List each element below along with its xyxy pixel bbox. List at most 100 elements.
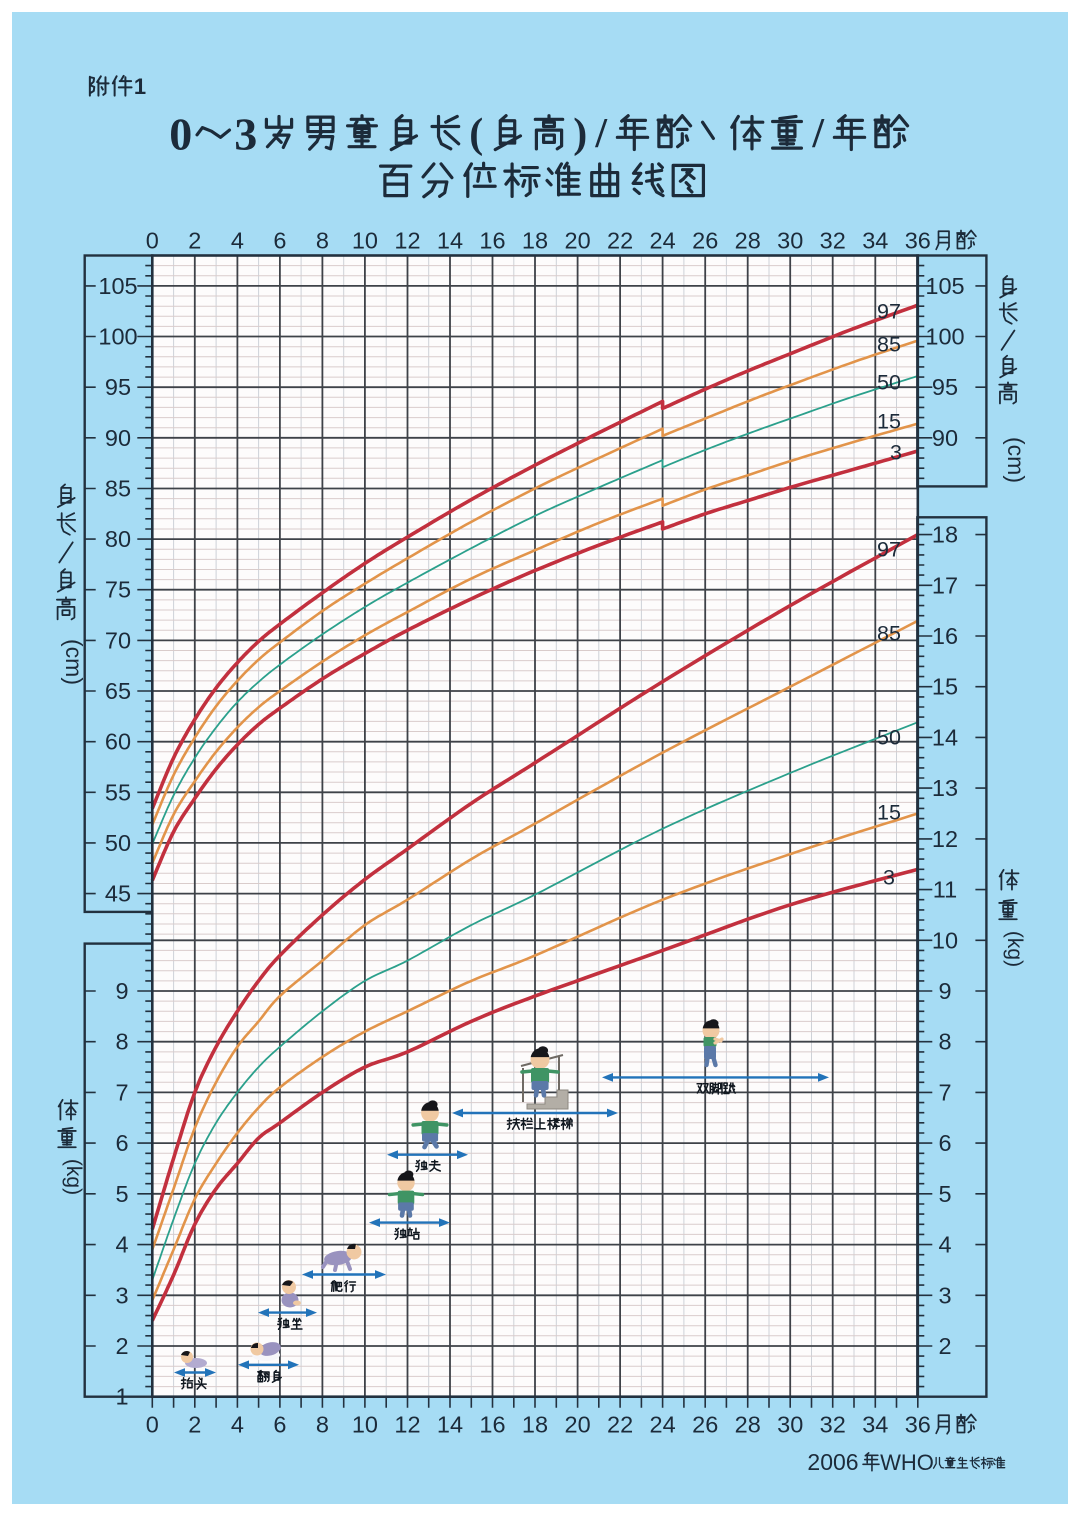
svg-text:(cm): (cm) — [1003, 437, 1029, 483]
svg-text:13: 13 — [932, 775, 958, 801]
svg-text:1: 1 — [115, 1384, 128, 1410]
svg-text:75: 75 — [105, 577, 131, 603]
svg-text:65: 65 — [105, 678, 131, 704]
svg-text:12: 12 — [932, 826, 958, 852]
svg-text:24: 24 — [650, 228, 676, 254]
svg-text:10: 10 — [932, 927, 958, 953]
svg-text:105: 105 — [98, 273, 137, 299]
svg-text:6: 6 — [273, 1412, 286, 1438]
svg-text:7: 7 — [938, 1079, 951, 1105]
svg-text:70: 70 — [105, 627, 131, 653]
svg-text:60: 60 — [105, 729, 131, 755]
svg-text:30: 30 — [777, 1412, 803, 1438]
svg-text:55: 55 — [105, 779, 131, 805]
svg-text:3: 3 — [883, 866, 895, 890]
svg-text:80: 80 — [105, 526, 131, 552]
svg-text:6: 6 — [273, 228, 286, 254]
svg-text:34: 34 — [862, 228, 888, 254]
svg-text:8: 8 — [938, 1029, 951, 1055]
svg-text:9: 9 — [938, 978, 951, 1004]
svg-text:5: 5 — [115, 1181, 128, 1207]
svg-text:0: 0 — [146, 1412, 159, 1438]
svg-text:97: 97 — [877, 538, 901, 562]
svg-text:50: 50 — [877, 726, 901, 750]
svg-text:4: 4 — [231, 1412, 244, 1438]
svg-text:16: 16 — [932, 623, 958, 649]
svg-text:0: 0 — [146, 228, 159, 254]
svg-text:2: 2 — [188, 1412, 201, 1438]
svg-text:4: 4 — [115, 1232, 128, 1258]
svg-text:15: 15 — [877, 801, 901, 825]
svg-text:2006: 2006 — [807, 1449, 858, 1475]
svg-text:14: 14 — [932, 724, 958, 750]
svg-text:(kg): (kg) — [62, 1159, 85, 1195]
svg-text:36: 36 — [905, 1412, 931, 1438]
svg-text:2: 2 — [188, 228, 201, 254]
svg-text:0: 0 — [169, 109, 192, 160]
svg-text:3: 3 — [234, 109, 257, 160]
svg-text:WHO: WHO — [880, 1450, 934, 1475]
svg-text:24: 24 — [650, 1412, 676, 1438]
svg-text:28: 28 — [735, 1412, 761, 1438]
svg-text:15: 15 — [877, 410, 901, 434]
svg-text:(: ( — [469, 111, 483, 157]
svg-text:22: 22 — [607, 1412, 633, 1438]
svg-text:6: 6 — [115, 1130, 128, 1156]
svg-text:5: 5 — [938, 1181, 951, 1207]
svg-text:8: 8 — [316, 228, 329, 254]
svg-text:26: 26 — [692, 228, 718, 254]
svg-text:95: 95 — [932, 374, 958, 400]
svg-text:): ) — [573, 111, 587, 157]
svg-text:30: 30 — [777, 228, 803, 254]
svg-text:12: 12 — [394, 1412, 420, 1438]
svg-text:20: 20 — [565, 1412, 591, 1438]
svg-text:16: 16 — [479, 1412, 505, 1438]
svg-text:18: 18 — [932, 522, 958, 548]
svg-text:10: 10 — [352, 1412, 378, 1438]
svg-text:34: 34 — [862, 1412, 888, 1438]
svg-text:16: 16 — [479, 228, 505, 254]
svg-text:100: 100 — [98, 324, 137, 350]
svg-text:6: 6 — [938, 1130, 951, 1156]
svg-text:36: 36 — [905, 228, 931, 254]
svg-text:22: 22 — [607, 228, 633, 254]
svg-text:20: 20 — [565, 228, 591, 254]
svg-text:14: 14 — [437, 1412, 463, 1438]
svg-text:28: 28 — [735, 228, 761, 254]
svg-text:18: 18 — [522, 228, 548, 254]
svg-text:11: 11 — [933, 877, 957, 903]
svg-text:15: 15 — [932, 674, 958, 700]
svg-text:90: 90 — [932, 425, 958, 451]
svg-text:2: 2 — [115, 1333, 128, 1359]
svg-text:8: 8 — [115, 1029, 128, 1055]
svg-text:85: 85 — [877, 333, 901, 357]
svg-text:95: 95 — [105, 374, 131, 400]
svg-text:90: 90 — [105, 425, 131, 451]
svg-text:12: 12 — [394, 228, 420, 254]
svg-text:50: 50 — [877, 371, 901, 395]
svg-text:9: 9 — [115, 978, 128, 1004]
svg-text:3: 3 — [938, 1282, 951, 1308]
svg-text:85: 85 — [105, 476, 131, 502]
svg-text:32: 32 — [820, 228, 846, 254]
svg-text:/: / — [594, 111, 608, 157]
svg-text:7: 7 — [115, 1079, 128, 1105]
svg-text:14: 14 — [437, 228, 463, 254]
svg-text:4: 4 — [938, 1232, 951, 1258]
svg-text:/: / — [811, 111, 825, 157]
svg-text:17: 17 — [932, 572, 958, 598]
svg-text:3: 3 — [115, 1282, 128, 1308]
svg-text:50: 50 — [105, 830, 131, 856]
svg-text:45: 45 — [105, 881, 131, 907]
svg-text:10: 10 — [352, 228, 378, 254]
svg-text:1: 1 — [134, 74, 146, 99]
svg-text:2: 2 — [938, 1333, 951, 1359]
svg-text:(kg): (kg) — [1003, 931, 1026, 967]
svg-text:32: 32 — [820, 1412, 846, 1438]
svg-text:4: 4 — [231, 228, 244, 254]
svg-text:85: 85 — [877, 622, 901, 646]
svg-text:97: 97 — [877, 300, 901, 324]
svg-text:(cm): (cm) — [61, 639, 87, 685]
svg-text:18: 18 — [522, 1412, 548, 1438]
svg-text:8: 8 — [316, 1412, 329, 1438]
